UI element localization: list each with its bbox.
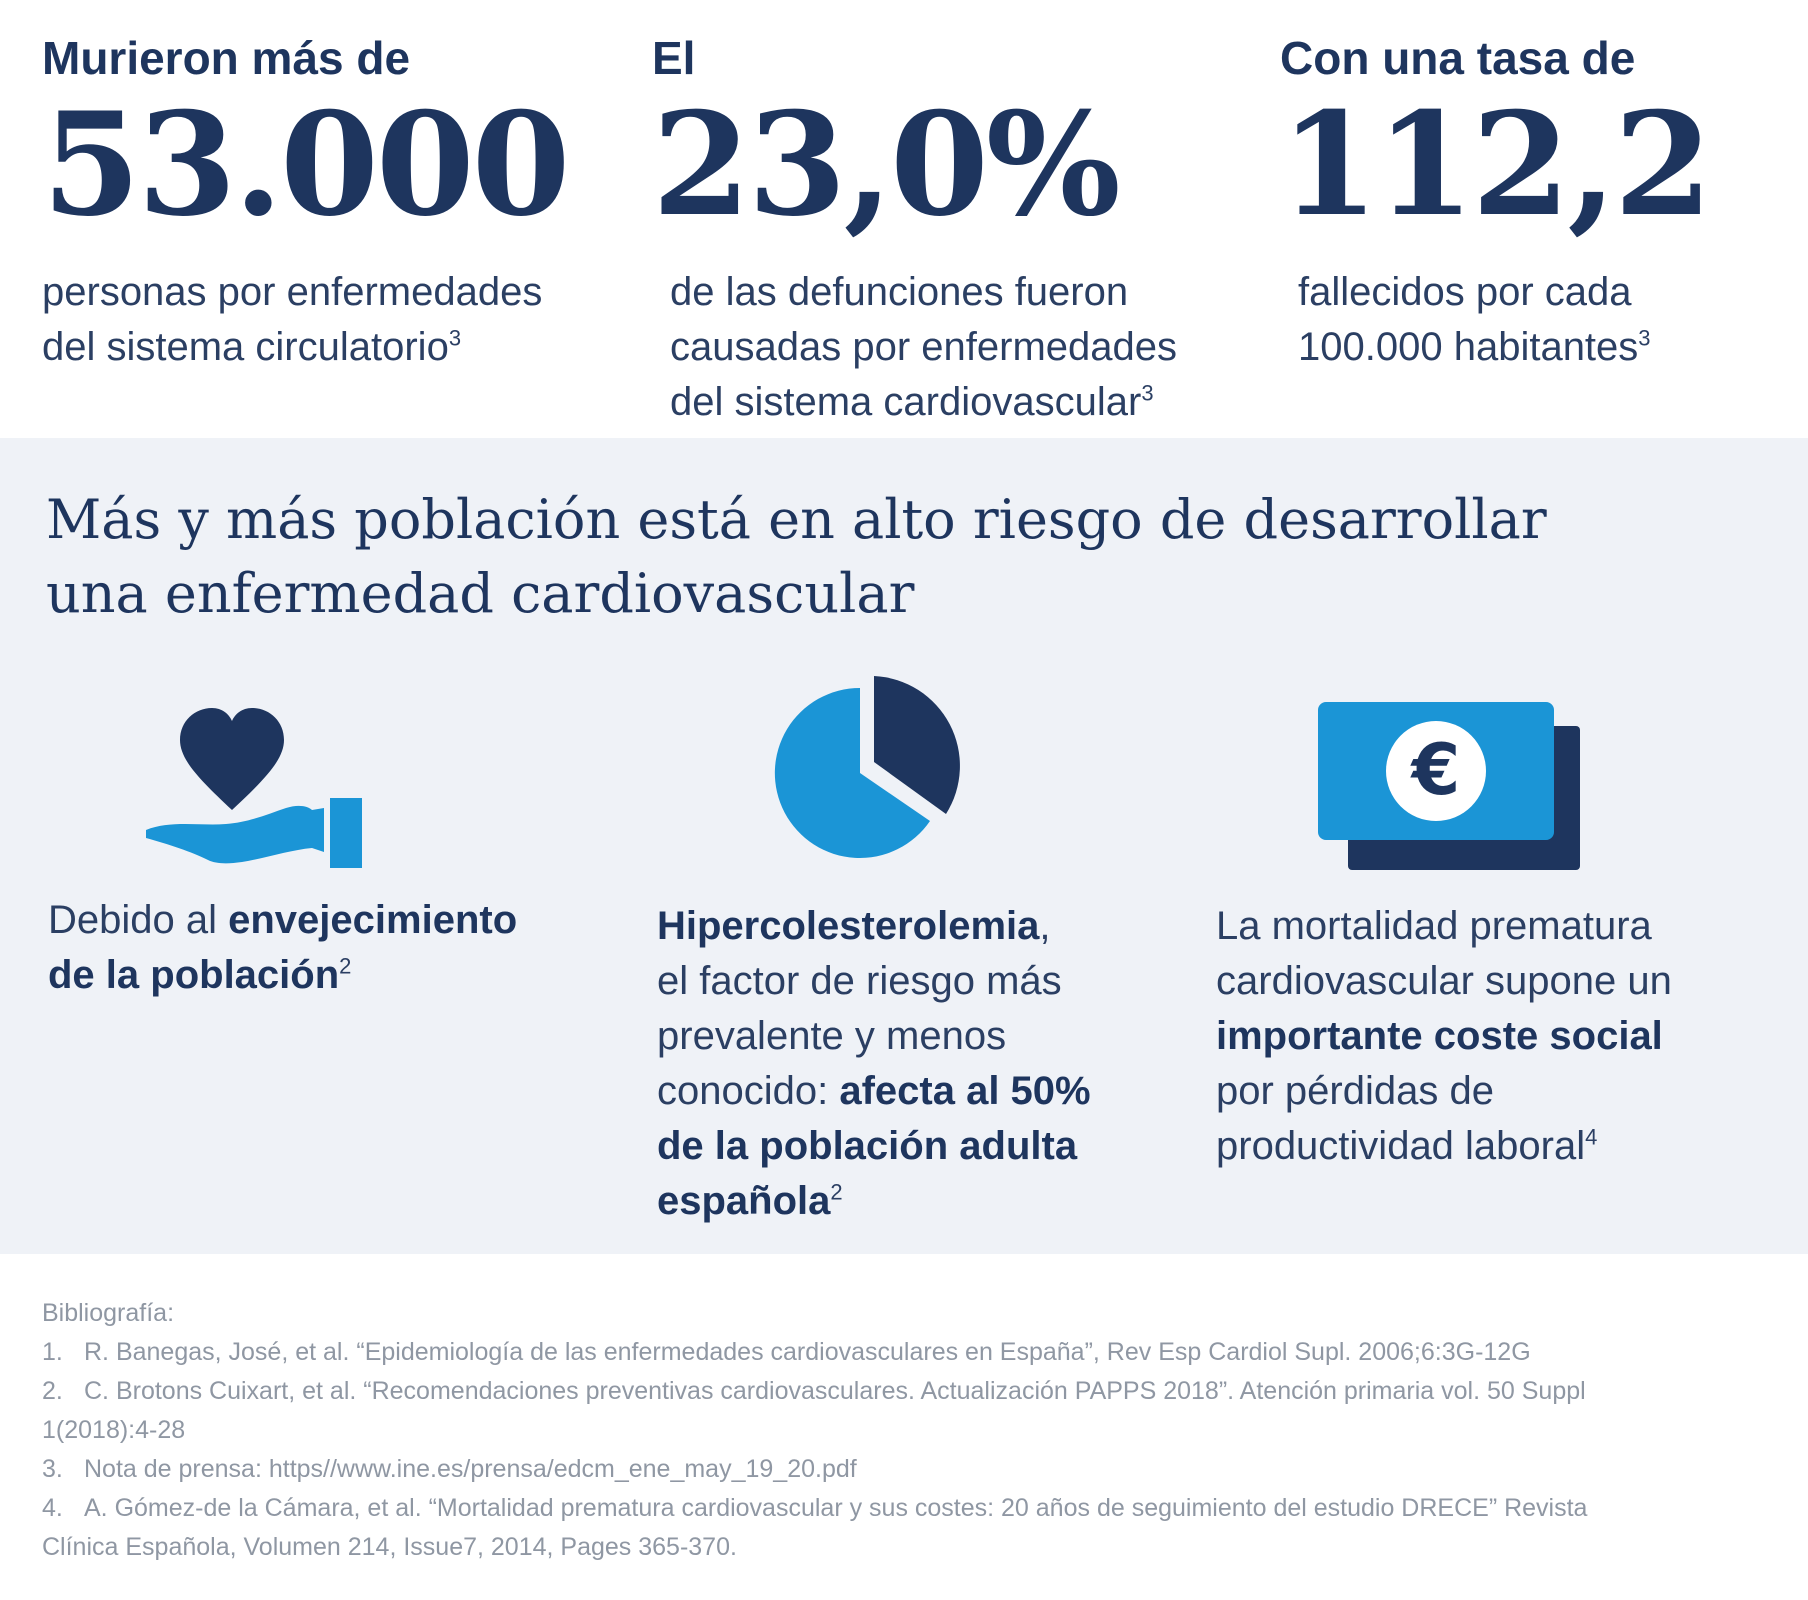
bibliography: Bibliografía: 1. R. Banegas, José, et al.…	[42, 1294, 1782, 1567]
stat-percentage: El 23,0% de las defunciones fueron causa…	[652, 30, 1177, 430]
bibliography-heading: Bibliografía:	[42, 1299, 175, 1327]
card-cholesterol-text: Hipercolesterolemia, el factor de riesgo…	[657, 904, 1091, 1223]
bibliography-item: 1. R. Banegas, José, et al. “Epidemiologí…	[42, 1338, 1531, 1366]
stat-kicker: El	[652, 32, 696, 84]
stat-rate: Con una tasa de 112,2 fallecidos por cad…	[1280, 30, 1713, 375]
stat-description: fallecidos por cada 100.000 habitantes3	[1298, 270, 1651, 369]
stat-value: 23,0%	[652, 82, 1121, 248]
bibliography-item: 2. C. Brotons Cuixart, et al. “Recomendac…	[42, 1377, 1586, 1405]
risk-section: Más y más población está en alto riesgo …	[0, 438, 1808, 1254]
section-title: Más y más población está en alto riesgo …	[46, 488, 1547, 625]
pie-chart-icon	[774, 676, 960, 858]
stat-description: personas por enfermedades del sistema ci…	[42, 270, 543, 369]
stat-description: de las defunciones fueron causadas por e…	[670, 270, 1177, 424]
bibliography-item-continuation: 1(2018):4-28	[42, 1416, 186, 1444]
svg-text:€: €	[1410, 729, 1461, 811]
bibliography-item: 3. Nota de prensa: https//www.ine.es/pren…	[42, 1455, 857, 1483]
stat-deaths: Murieron más de 53.000 personas por enfe…	[42, 30, 570, 375]
stat-value: 53.000	[42, 82, 570, 248]
stat-kicker: Con una tasa de	[1280, 32, 1636, 84]
euro-banknote-icon: €	[1318, 702, 1580, 870]
stat-kicker: Murieron más de	[42, 32, 411, 84]
bibliography-item: 4. A. Gómez-de la Cámara, et al. “Mortali…	[42, 1494, 1588, 1522]
bibliography-item-continuation: Clínica Española, Volumen 214, Issue7, 2…	[42, 1533, 737, 1561]
heart-hand-icon	[146, 708, 362, 868]
card-aging-text: Debido al envejecimiento de la población…	[48, 898, 518, 997]
stat-value: 112,2	[1280, 82, 1713, 248]
card-social-cost-text: La mortalidad prematura cardiovascular s…	[1216, 904, 1672, 1168]
